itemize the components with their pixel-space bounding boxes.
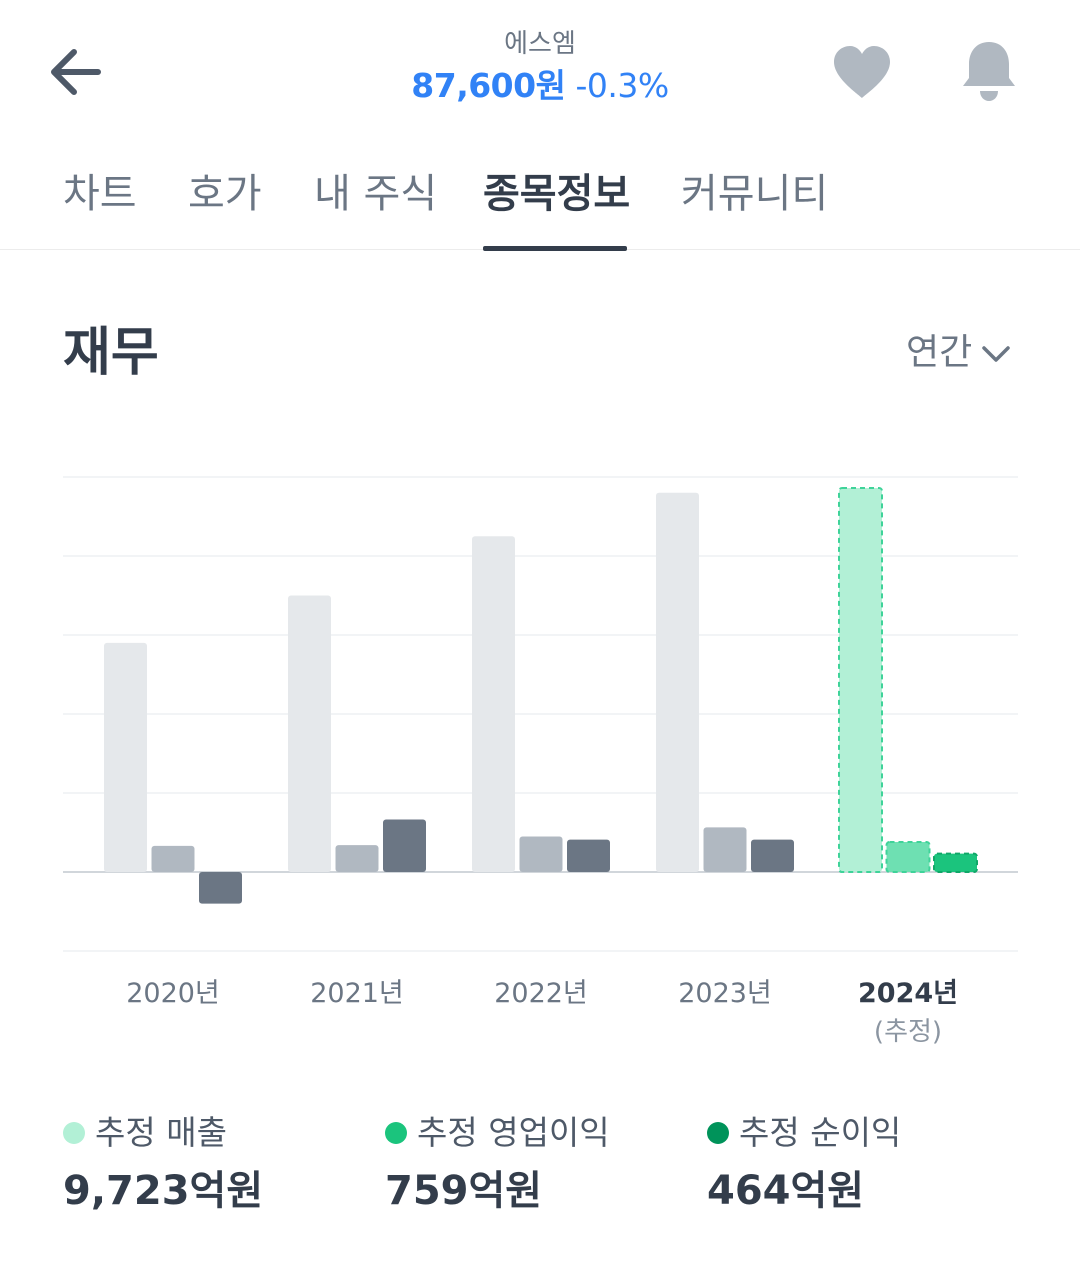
- period-dropdown[interactable]: 연간: [906, 330, 1026, 376]
- period-label: 연간: [906, 332, 973, 373]
- tab-orderbook[interactable]: 호가: [188, 171, 262, 217]
- bar-revenue-1: [288, 595, 331, 872]
- bar-operating-3: [703, 827, 747, 872]
- bar-revenue-2: [472, 536, 515, 872]
- price-line: 87,600원 -0.3%: [340, 62, 740, 110]
- top-bar: 에스엠 87,600원 -0.3%: [0, 0, 1080, 140]
- stock-title: 에스엠 87,600원 -0.3%: [340, 26, 740, 110]
- legend-operating-profit: 추정 영업이익 759억원: [385, 1110, 610, 1216]
- stock-name: 에스엠: [504, 29, 576, 59]
- x-tick-label: 2024년: [858, 978, 958, 1009]
- legend-label-operating-profit: 추정 영업이익: [417, 1113, 610, 1152]
- financial-bar-chart: 2020년 2021년 2022년 2023년 2024년 (추정): [63, 476, 1018, 1047]
- legend-label-revenue: 추정 매출: [95, 1113, 227, 1152]
- bar-operating-1: [335, 845, 379, 872]
- chevron-down-icon: [982, 346, 1010, 362]
- legend-revenue: 추정 매출 9,723억원: [63, 1110, 263, 1216]
- legend-value-net-profit: 464억원: [707, 1168, 865, 1214]
- tab-bar: 차트 호가 내 주식 종목정보 커뮤니티: [0, 150, 1080, 251]
- bar-net-3: [751, 839, 794, 872]
- bar-operating-0: [151, 845, 195, 872]
- section-title: 재무: [63, 323, 159, 383]
- heart-icon: [834, 46, 890, 98]
- legend-value-revenue: 9,723억원: [63, 1168, 264, 1214]
- bar-operating-2: [519, 836, 563, 872]
- legend-net-profit: 추정 순이익 464억원: [707, 1110, 901, 1216]
- tab-chart[interactable]: 차트: [63, 171, 137, 217]
- x-tick-label: 2021년: [310, 978, 404, 1009]
- x-tick-label: 2022년: [494, 978, 588, 1009]
- current-price: 87,600원: [411, 66, 566, 105]
- legend-value-operating-profit: 759억원: [385, 1168, 543, 1214]
- tab-stock-info[interactable]: 종목정보: [483, 171, 631, 217]
- bar-revenue-4: [838, 486, 883, 874]
- bell-icon: [963, 42, 1015, 101]
- price-change: -0.3%: [575, 66, 669, 105]
- bar-revenue-3: [656, 492, 699, 872]
- tab-my-stock[interactable]: 내 주식: [314, 171, 438, 217]
- arrow-left-icon: [51, 49, 101, 95]
- active-tab-indicator: [483, 246, 627, 251]
- notification-button[interactable]: [958, 38, 1020, 104]
- tab-community[interactable]: 커뮤니티: [681, 171, 829, 217]
- bar-net-2: [567, 839, 610, 872]
- x-tick-label: 2020년: [126, 978, 220, 1009]
- bar-net-4: [933, 852, 978, 873]
- legend-dot-revenue: [63, 1122, 85, 1144]
- legend-dot-operating-profit: [385, 1122, 407, 1144]
- back-button[interactable]: [40, 40, 110, 104]
- x-tick-label: 2023년: [678, 978, 772, 1009]
- legend-label-net-profit: 추정 순이익: [739, 1113, 902, 1152]
- bar-operating-4: [885, 841, 931, 873]
- favorite-button[interactable]: [830, 42, 894, 102]
- legend-dot-net-profit: [707, 1122, 729, 1144]
- estimate-note-label: (추정): [874, 1017, 942, 1047]
- bar-net-1: [383, 819, 426, 872]
- bar-net-0: [199, 872, 242, 904]
- bar-revenue-0: [104, 642, 147, 872]
